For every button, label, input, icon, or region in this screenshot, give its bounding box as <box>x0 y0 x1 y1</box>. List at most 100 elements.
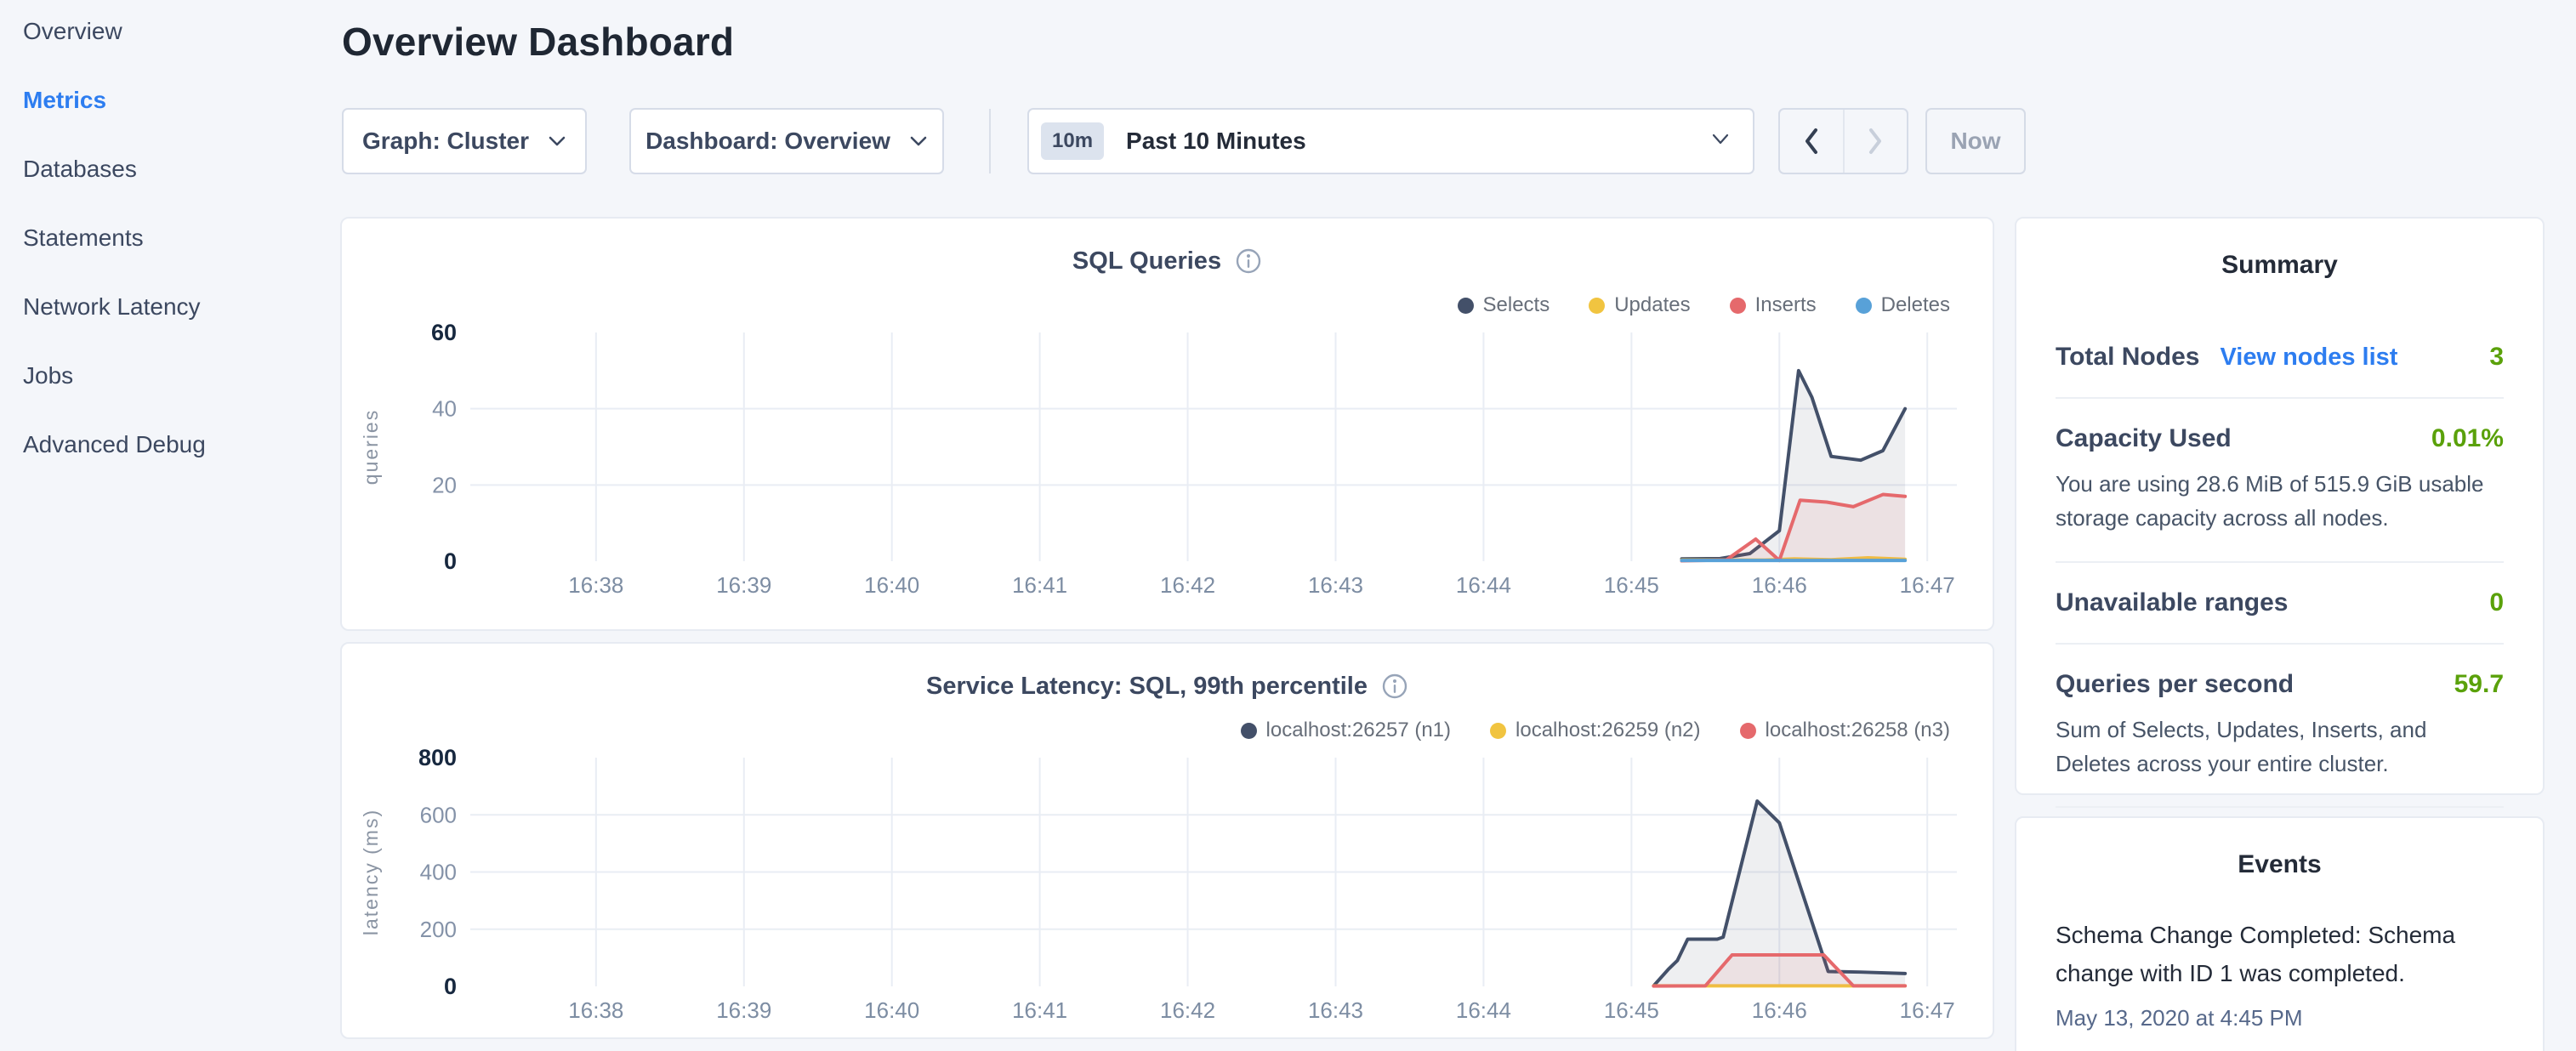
legend-dot <box>1856 298 1872 314</box>
event-item: Schema Change Completed: Schema change w… <box>2056 917 2504 1031</box>
svg-text:16:43: 16:43 <box>1308 572 1363 598</box>
legend-label: localhost:26259 (n2) <box>1515 719 1700 742</box>
summary-row-queries-per-second: Queries per second 59.7 Sum of Selects, … <box>2056 643 2504 807</box>
legend-item: Updates <box>1589 293 1690 317</box>
divider <box>989 109 991 173</box>
legend-label: Deletes <box>1881 293 1950 317</box>
controls-bar: Graph: Cluster Dashboard: Overview 10m P… <box>340 108 2576 174</box>
view-nodes-list-link[interactable]: View nodes list <box>2220 344 2397 372</box>
info-icon[interactable] <box>1235 247 1262 275</box>
sidebar-item-network-latency[interactable]: Network Latency <box>23 294 340 319</box>
summary-value: 0.01% <box>2431 424 2504 453</box>
svg-text:16:44: 16:44 <box>1456 572 1511 598</box>
legend-dot <box>1589 298 1605 314</box>
time-range-picker[interactable]: 10m Past 10 Minutes <box>1027 108 1754 174</box>
svg-text:16:44: 16:44 <box>1456 997 1511 1023</box>
summary-title: Summary <box>2056 251 2504 280</box>
svg-text:40: 40 <box>432 396 457 422</box>
sql-queries-chart-card: SQL Queries Selects Updates Inserts Deletes… <box>340 217 1994 631</box>
legend-item: localhost:26259 (n2) <box>1490 719 1700 742</box>
svg-text:16:45: 16:45 <box>1604 997 1659 1023</box>
sidebar-item-statements[interactable]: Statements <box>23 225 340 250</box>
main-content: Overview Dashboard Graph: Cluster Dashbo… <box>340 0 2576 1051</box>
svg-text:60: 60 <box>431 322 457 345</box>
svg-text:16:38: 16:38 <box>568 997 623 1023</box>
summary-panel: Summary Total Nodes View nodes list 3 Ca… <box>2015 217 2545 795</box>
previous-range-button[interactable] <box>1780 110 1843 173</box>
legend-item: localhost:26257 (n1) <box>1241 719 1451 742</box>
time-range-badge: 10m <box>1041 122 1104 160</box>
legend-dot <box>1241 723 1257 739</box>
time-step-buttons <box>1778 108 1908 174</box>
sidebar-item-advanced-debug[interactable]: Advanced Debug <box>23 432 340 457</box>
chevron-left-icon <box>1800 126 1823 156</box>
svg-text:16:43: 16:43 <box>1308 997 1363 1023</box>
next-range-button[interactable] <box>1843 110 1908 173</box>
legend-dot <box>1490 723 1506 739</box>
legend-item: Inserts <box>1730 293 1817 317</box>
chevron-down-icon <box>548 135 566 147</box>
page-title: Overview Dashboard <box>342 19 734 65</box>
events-title: Events <box>2056 850 2504 879</box>
service-latency-chart-card: Service Latency: SQL, 99th percentile lo… <box>340 642 1994 1039</box>
legend-dot <box>1730 298 1746 314</box>
svg-text:200: 200 <box>420 917 457 942</box>
chart-title: Service Latency: SQL, 99th percentile <box>926 673 1368 701</box>
chart-canvas[interactable]: 020040060080016:3816:3916:4016:4116:4216… <box>342 747 1993 1028</box>
info-icon[interactable] <box>1381 673 1408 700</box>
svg-text:16:46: 16:46 <box>1752 572 1807 598</box>
svg-text:16:39: 16:39 <box>716 997 771 1023</box>
svg-text:16:42: 16:42 <box>1160 572 1215 598</box>
sidebar-item-jobs[interactable]: Jobs <box>23 363 340 388</box>
svg-text:16:45: 16:45 <box>1604 572 1659 598</box>
chart-title: SQL Queries <box>1072 247 1221 276</box>
chart-canvas[interactable]: 020406016:3816:3916:4016:4116:4216:4316:… <box>342 322 1993 603</box>
summary-value: 3 <box>2489 343 2504 372</box>
sidebar-item-databases[interactable]: Databases <box>23 156 340 181</box>
svg-text:16:41: 16:41 <box>1012 572 1067 598</box>
summary-row-total-nodes: Total Nodes View nodes list 3 <box>2056 317 2504 397</box>
legend-label: Inserts <box>1755 293 1817 317</box>
legend-item: Deletes <box>1856 293 1950 317</box>
summary-row-unavailable-ranges: Unavailable ranges 0 <box>2056 561 2504 643</box>
svg-text:latency (ms): latency (ms) <box>360 809 382 935</box>
svg-text:16:46: 16:46 <box>1752 997 1807 1023</box>
svg-text:16:38: 16:38 <box>568 572 623 598</box>
summary-description: You are using 28.6 MiB of 515.9 GiB usab… <box>2056 467 2504 536</box>
svg-text:0: 0 <box>444 548 457 574</box>
svg-text:600: 600 <box>420 802 457 827</box>
svg-text:16:41: 16:41 <box>1012 997 1067 1023</box>
legend-label: Selects <box>1483 293 1550 317</box>
svg-text:queries: queries <box>360 409 382 485</box>
event-timestamp: May 13, 2020 at 4:45 PM <box>2056 1005 2504 1031</box>
dashboard-dropdown-label: Dashboard: Overview <box>645 128 890 155</box>
summary-label: Total Nodes <box>2056 343 2199 372</box>
summary-row-capacity-used: Capacity Used 0.01% You are using 28.6 M… <box>2056 397 2504 561</box>
events-panel: Events Schema Change Completed: Schema c… <box>2015 816 2545 1051</box>
svg-text:800: 800 <box>418 747 457 770</box>
legend-item: localhost:26258 (n3) <box>1740 719 1950 742</box>
sidebar-item-metrics[interactable]: Metrics <box>23 88 340 112</box>
legend-dot <box>1740 723 1756 739</box>
svg-text:16:39: 16:39 <box>716 572 771 598</box>
chevron-down-icon <box>909 135 928 147</box>
graph-dropdown-label: Graph: Cluster <box>362 128 529 155</box>
sidebar-item-overview[interactable]: Overview <box>23 19 340 43</box>
summary-label: Capacity Used <box>2056 424 2232 453</box>
chevron-right-icon <box>1864 126 1886 156</box>
legend-item: Selects <box>1458 293 1550 317</box>
svg-text:16:42: 16:42 <box>1160 997 1215 1023</box>
page: Overview Metrics Databases Statements Ne… <box>0 0 2576 1051</box>
graph-dropdown[interactable]: Graph: Cluster <box>342 108 587 174</box>
summary-label: Unavailable ranges <box>2056 588 2288 617</box>
summary-description: Sum of Selects, Updates, Inserts, and De… <box>2056 713 2504 781</box>
now-button[interactable]: Now <box>1925 108 2026 174</box>
summary-value: 59.7 <box>2454 670 2504 699</box>
summary-value: 0 <box>2489 588 2504 617</box>
chevron-down-icon <box>1710 133 1731 150</box>
event-message: Schema Change Completed: Schema change w… <box>2056 917 2504 993</box>
svg-text:16:40: 16:40 <box>864 572 919 598</box>
chart-legend: localhost:26257 (n1) localhost:26259 (n2)… <box>342 717 1993 744</box>
dashboard-dropdown[interactable]: Dashboard: Overview <box>629 108 944 174</box>
svg-text:16:40: 16:40 <box>864 997 919 1023</box>
